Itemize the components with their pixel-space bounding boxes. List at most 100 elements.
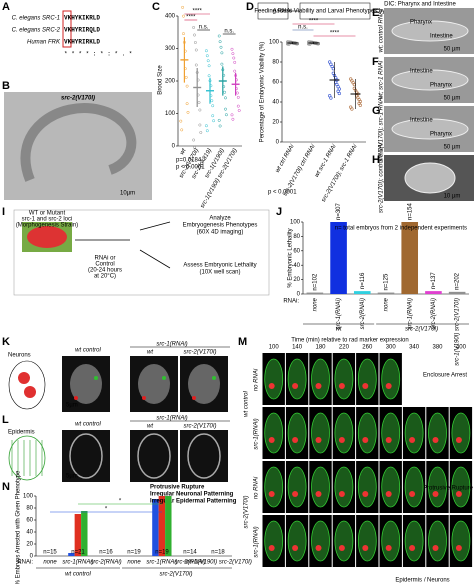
dot bbox=[199, 131, 203, 134]
signal bbox=[137, 433, 171, 479]
annotation: **** bbox=[330, 31, 340, 37]
epidermis bbox=[404, 466, 424, 508]
bar bbox=[425, 291, 442, 294]
dot bbox=[194, 63, 198, 67]
dot bbox=[218, 124, 222, 128]
group-label: src-2(V170I) bbox=[405, 327, 438, 333]
label: Analyze bbox=[209, 216, 231, 222]
label: 5µm bbox=[66, 474, 78, 480]
time-label: 380 bbox=[432, 345, 443, 351]
neurons bbox=[362, 491, 369, 497]
dot bbox=[236, 95, 240, 99]
annotation: * bbox=[119, 499, 122, 505]
n-label: n=18 bbox=[211, 550, 225, 556]
neurons bbox=[268, 437, 275, 443]
arrow bbox=[75, 221, 171, 269]
marker bbox=[94, 376, 98, 380]
neurons bbox=[362, 545, 369, 551]
worm bbox=[20, 103, 137, 182]
dot bbox=[329, 96, 333, 100]
neurons bbox=[362, 437, 369, 443]
epidermis bbox=[334, 412, 354, 454]
y-tick-label: 20 bbox=[272, 120, 279, 126]
embryo bbox=[27, 226, 67, 248]
y-tick-label: 60 bbox=[26, 518, 33, 524]
neurons bbox=[338, 383, 345, 389]
epidermis bbox=[381, 412, 401, 454]
epidermis bbox=[264, 358, 284, 400]
epidermis bbox=[381, 466, 401, 508]
neurons bbox=[432, 545, 439, 551]
embryo bbox=[404, 162, 456, 194]
y-tick-label: 60 bbox=[293, 248, 300, 254]
dot bbox=[219, 45, 223, 49]
y-tick-label: 100 bbox=[165, 111, 176, 117]
n-label: n=116 bbox=[360, 272, 366, 289]
epidermis bbox=[428, 520, 447, 562]
signal bbox=[187, 433, 221, 479]
dot bbox=[232, 56, 236, 60]
panel-label: J bbox=[276, 206, 282, 218]
annotation: n.s. bbox=[224, 29, 234, 35]
neurons bbox=[315, 383, 322, 389]
dot bbox=[194, 48, 198, 52]
bar bbox=[353, 291, 371, 294]
label: Neurons bbox=[8, 353, 31, 359]
micrograph bbox=[180, 430, 228, 482]
label: src-1(RNAi) bbox=[156, 342, 187, 348]
rnai-label: none bbox=[43, 560, 57, 566]
highlight-box bbox=[62, 10, 72, 48]
p-value: p=0.0184 bbox=[176, 158, 202, 164]
rnai-label: src-1(V190I) src-2(V170I) bbox=[184, 560, 252, 566]
dot bbox=[220, 51, 224, 55]
p-value: p < 0.0001 bbox=[268, 190, 297, 196]
panel-label: B bbox=[2, 80, 10, 92]
epidermis bbox=[311, 358, 330, 400]
y-tick-label: 100 bbox=[23, 494, 34, 500]
label: RNAi: bbox=[17, 560, 33, 566]
y-tick-label: 0 bbox=[30, 554, 34, 560]
neurons bbox=[338, 545, 345, 551]
rnai-label: src-2(RNAi) bbox=[431, 298, 437, 329]
dot bbox=[204, 49, 208, 53]
label: (10X well scan) bbox=[199, 270, 240, 276]
rnai-label: src-1(RNAi) bbox=[336, 298, 342, 329]
rnai-label: src-2(RNAi) bbox=[174, 560, 205, 566]
time-label: 300 bbox=[386, 345, 397, 351]
y-tick-label: 200 bbox=[165, 79, 176, 85]
axis-label: % Embryos Arrested with Given Phenotype bbox=[16, 470, 22, 584]
n-label: n=102 bbox=[312, 273, 318, 291]
protein-name: C. elegans SRC-2 bbox=[12, 28, 61, 34]
neurons bbox=[292, 545, 299, 551]
annotation: **** bbox=[309, 19, 319, 25]
panel-label: I bbox=[2, 206, 5, 218]
embryo bbox=[391, 69, 469, 91]
schematic bbox=[8, 360, 46, 410]
micrograph bbox=[130, 430, 178, 482]
bar bbox=[152, 499, 159, 556]
dot bbox=[205, 54, 209, 58]
dot bbox=[231, 52, 235, 56]
group-label: src-2(V170I) bbox=[159, 572, 192, 578]
n-label: n=19 bbox=[155, 550, 169, 556]
neurons bbox=[432, 437, 439, 443]
structure-label: Pharynx bbox=[430, 83, 452, 89]
side-label: wt; control RNAi bbox=[379, 9, 385, 53]
label: wt control bbox=[75, 422, 101, 428]
label: (Morphogenesis Strain) bbox=[16, 223, 78, 229]
rnai-label: src-1(RNAi) bbox=[62, 560, 93, 566]
dot bbox=[230, 113, 234, 117]
epidermis bbox=[428, 412, 447, 454]
dot bbox=[185, 102, 189, 106]
neurons bbox=[315, 491, 322, 497]
neurons bbox=[315, 437, 322, 443]
label: Feeding RNAi bbox=[254, 9, 291, 15]
epidermis bbox=[357, 466, 377, 508]
neurons bbox=[409, 491, 416, 497]
rnai-label: src-1(RNAi) bbox=[407, 298, 413, 329]
dot bbox=[231, 117, 235, 121]
bar bbox=[306, 292, 324, 294]
epidermis bbox=[451, 412, 471, 454]
scale-bar: 50 µm bbox=[444, 47, 461, 53]
x-tick-label: wt ctrl RNAi bbox=[275, 143, 296, 174]
